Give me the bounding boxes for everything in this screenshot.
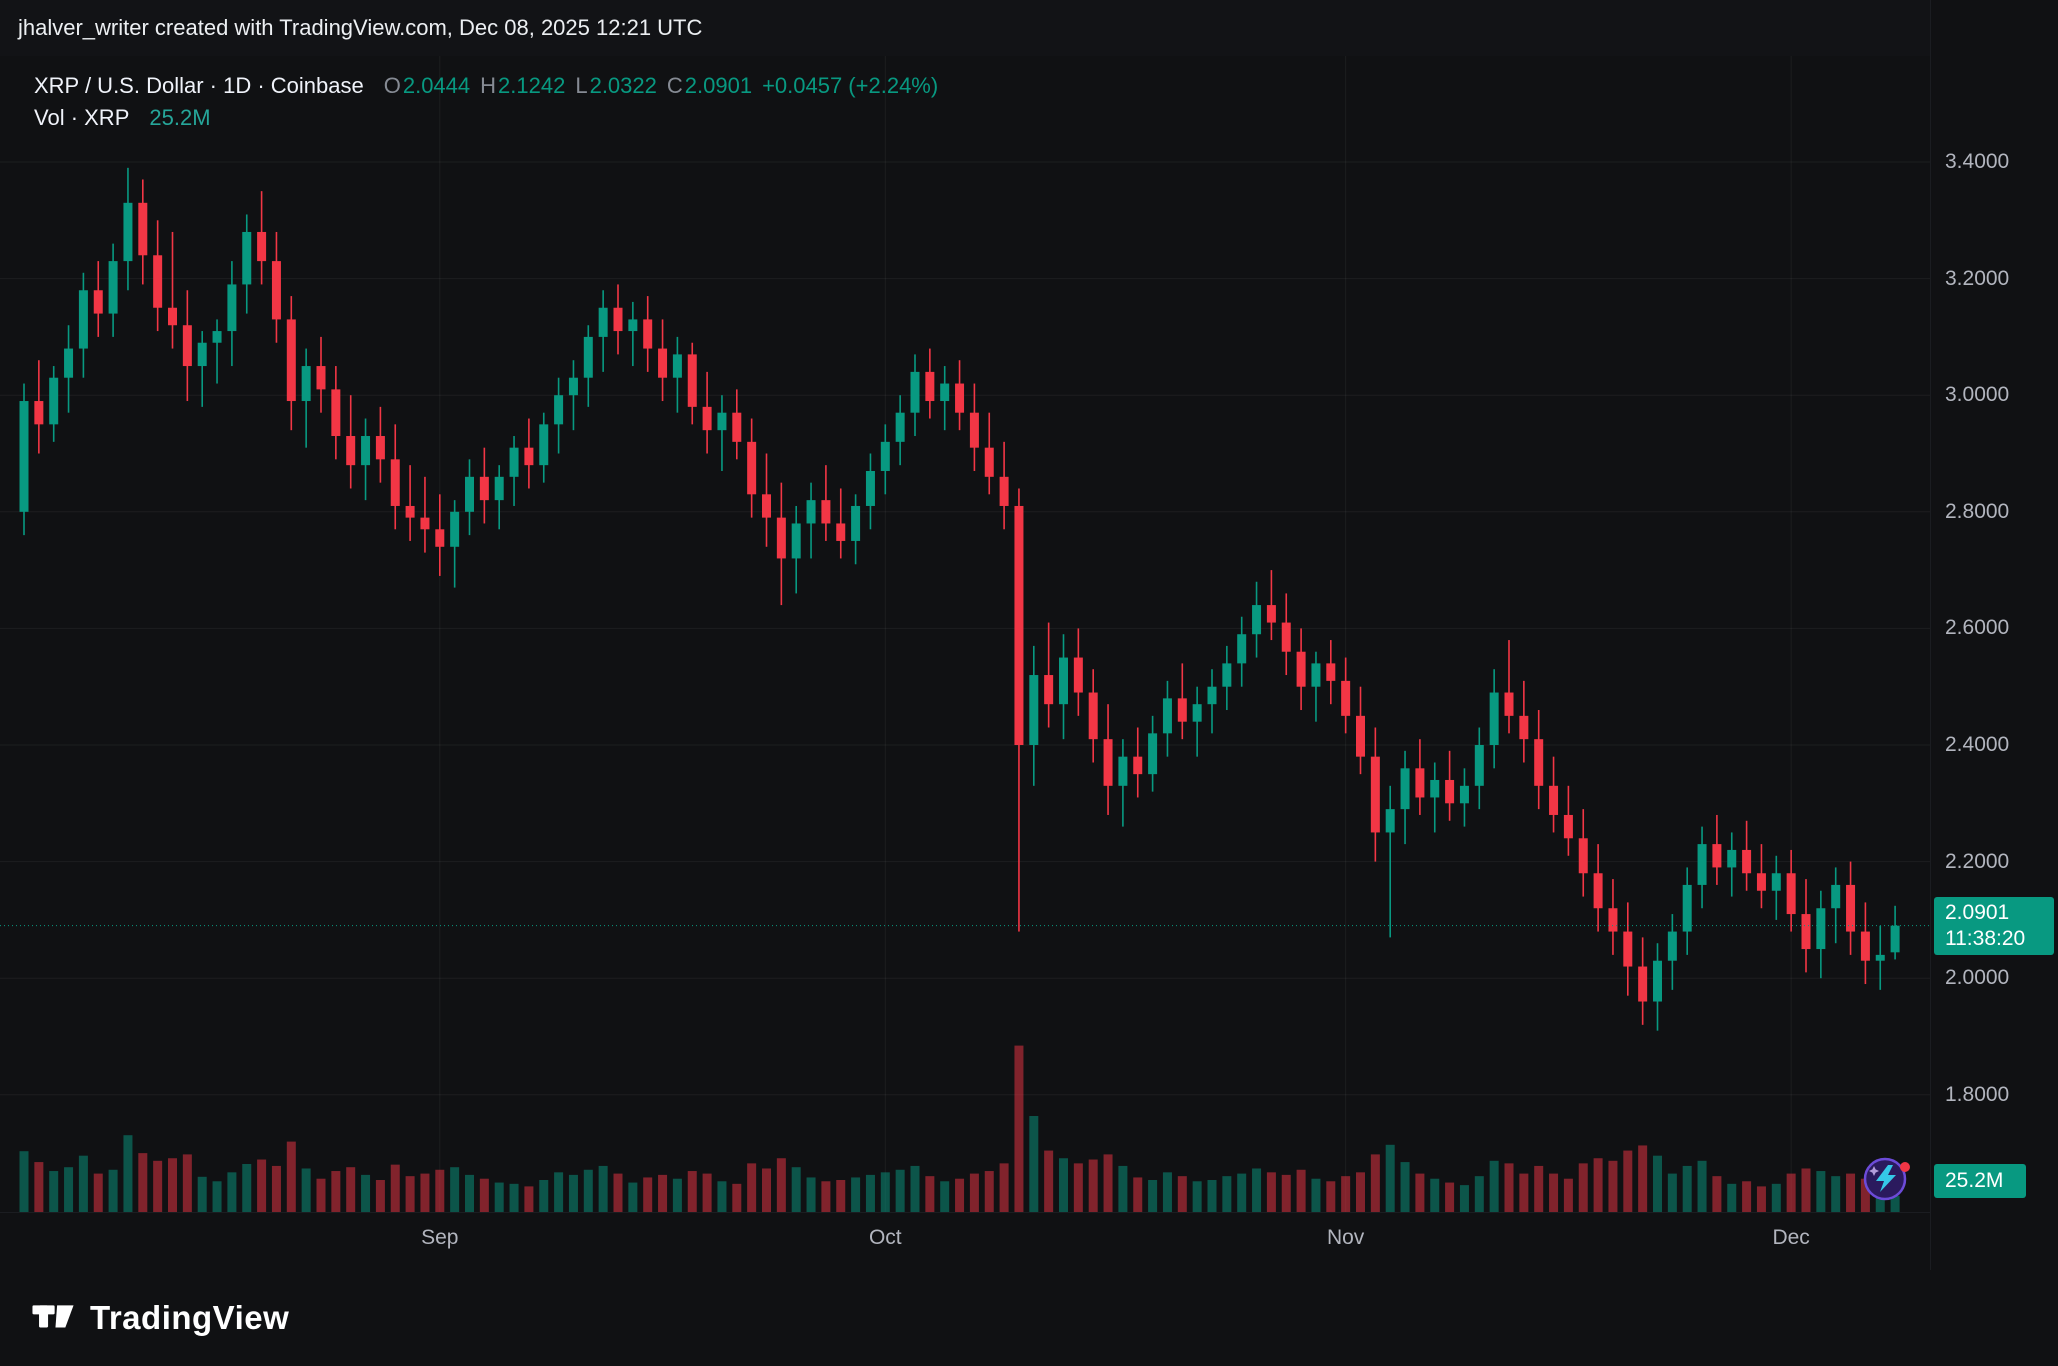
price-axis-label: 2.2000 <box>1945 849 2010 873</box>
symbol-legend: XRP / U.S. Dollar · 1D · Coinbase O2.0444… <box>34 70 938 134</box>
ohlc-letter: O <box>383 73 401 98</box>
ohlc-letter: H <box>480 73 497 98</box>
ohlc-value: 2.0322 <box>589 73 657 98</box>
bar-countdown-timer: 11:38:20 <box>1945 926 2026 950</box>
attribution-bar: jhalver_writer created with TradingView.… <box>0 0 2058 56</box>
last-price-badge: 2.0901 11:38:20 <box>1934 896 2054 955</box>
tradingview-wordmark[interactable]: TradingView <box>90 1299 290 1336</box>
ohlc-letter: C <box>666 73 683 98</box>
price-axis[interactable]: 2.0901 11:38:20 25.2M 3.4000 3.2000 3.0000… <box>1930 0 2058 1270</box>
boost-flash-icon[interactable] <box>1862 1154 1916 1202</box>
attribution-text: jhalver_writer created with TradingView.… <box>18 15 703 40</box>
time-axis-label: Nov <box>1326 1226 1365 1249</box>
ohlc-value: 2.0901 <box>684 73 753 98</box>
time-axis-label: Sep <box>421 1226 459 1249</box>
time-axis-label: Oct <box>868 1226 902 1249</box>
symbol-title[interactable]: XRP / U.S. Dollar · 1D · Coinbase <box>34 73 364 98</box>
time-axis[interactable]: Sep Oct Nov Dec <box>0 1212 1930 1264</box>
volume-value: 25.2M <box>149 105 211 130</box>
ohlc-letter: L <box>575 73 588 98</box>
price-axis-label: 2.6000 <box>1945 616 2010 640</box>
price-axis-label: 1.8000 <box>1945 1082 2010 1106</box>
price-axis-label: 3.4000 <box>1945 150 2010 173</box>
price-axis-label: 3.2000 <box>1945 266 2010 290</box>
price-axis-label: 2.4000 <box>1945 733 2010 756</box>
price-axis-label: 2.0000 <box>1945 966 2010 990</box>
ohlc-values: O2.0444 H2.1242 L2.0322 C2.0901 <box>374 73 752 98</box>
volume-row: Vol · XRP 25.2M <box>34 102 938 134</box>
footer-bar: TradingView <box>0 1270 2058 1366</box>
symbol-info-row: XRP / U.S. Dollar · 1D · Coinbase O2.0444… <box>34 70 938 102</box>
price-axis-label: 3.0000 <box>1945 383 2010 407</box>
volume-axis-badge: 25.2M <box>1934 1164 2026 1198</box>
change-value: +0.0457 (+2.24%) <box>762 73 939 98</box>
tradingview-logo-icon[interactable] <box>30 1293 76 1344</box>
ohlc-value: 2.1242 <box>498 73 566 98</box>
ohlc-value: 2.0444 <box>402 73 471 98</box>
last-price-value: 2.0901 <box>1945 900 2010 924</box>
volume-study-label[interactable]: Vol · XRP <box>34 105 130 130</box>
price-axis-label: 2.8000 <box>1945 499 2010 523</box>
time-axis-label: Dec <box>1772 1226 1810 1249</box>
candlestick-chart[interactable] <box>0 0 1930 1270</box>
